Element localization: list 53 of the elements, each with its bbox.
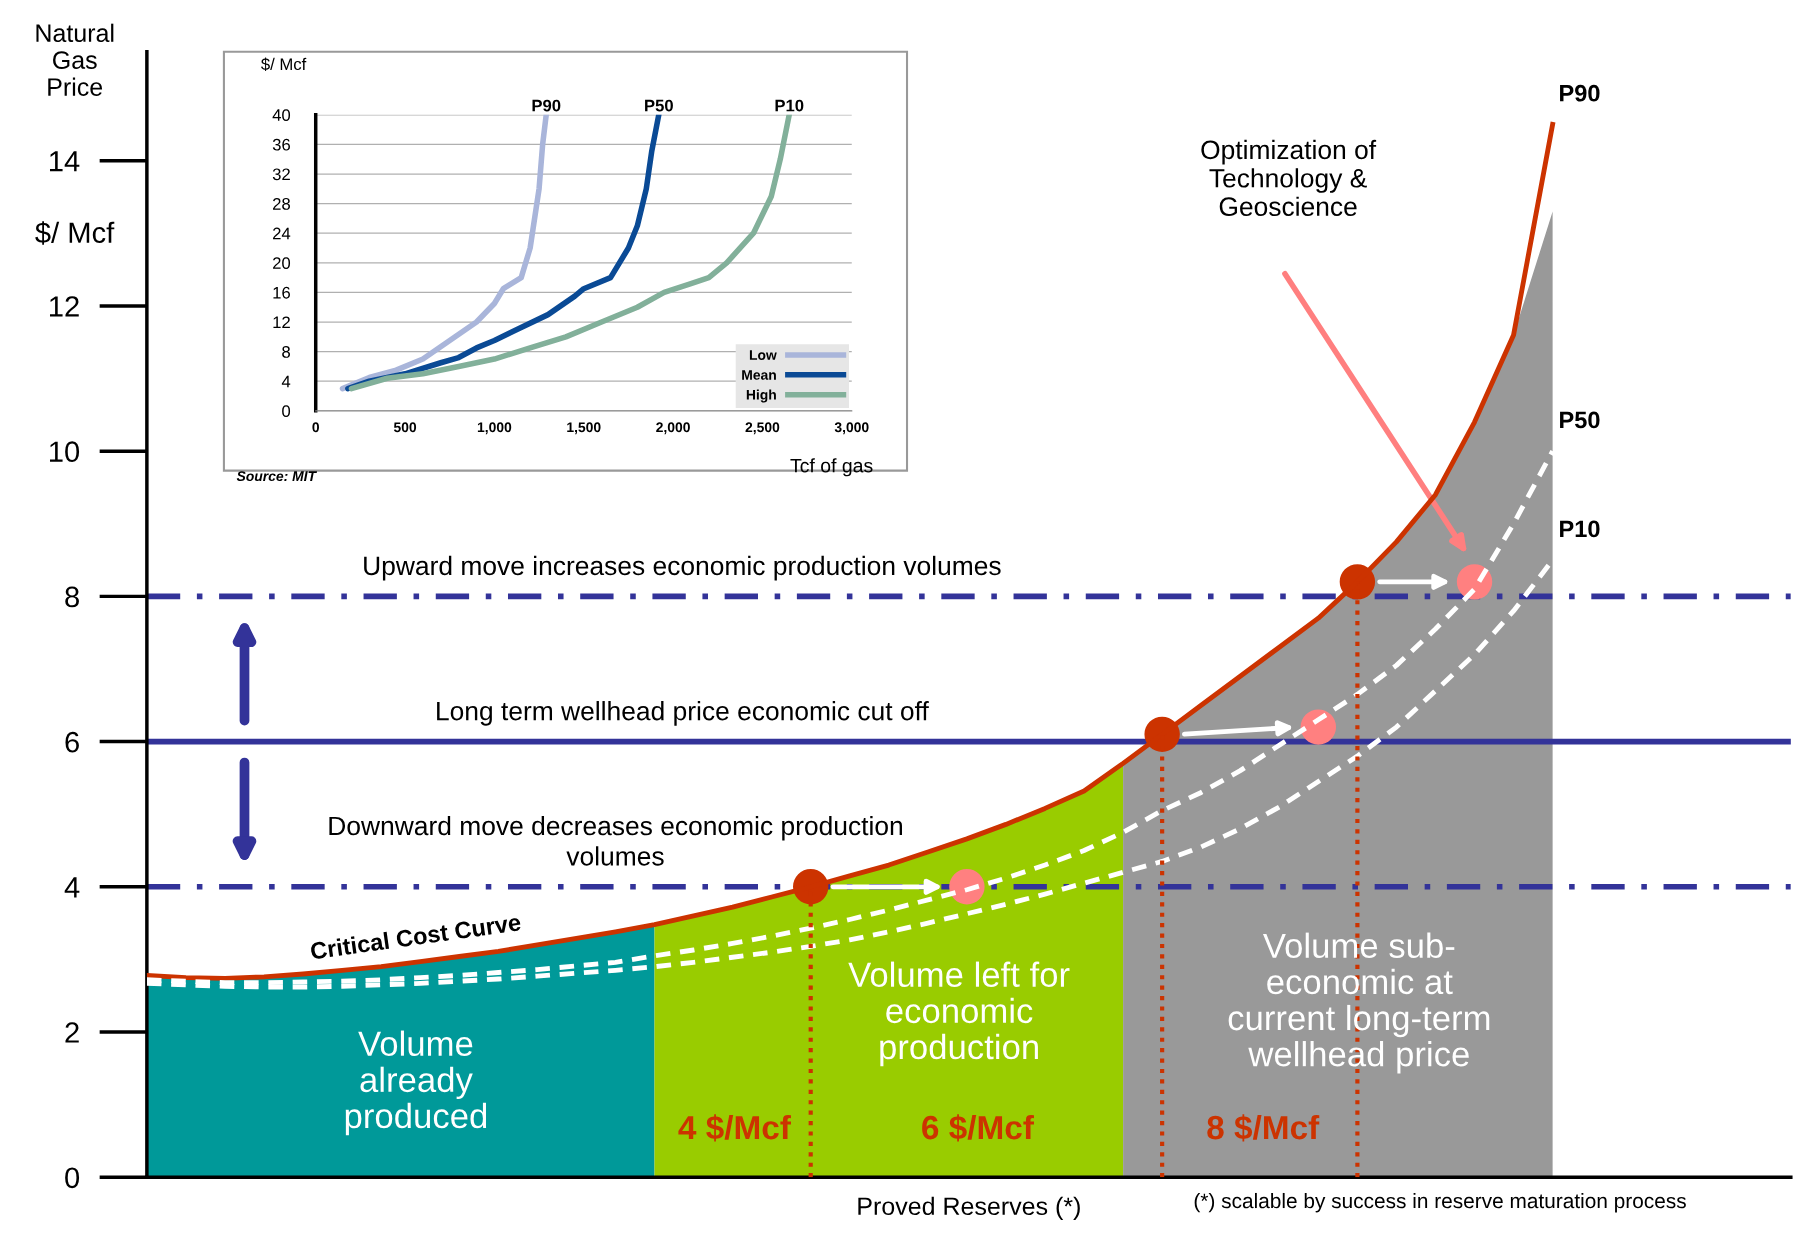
text: (*) scalable by success in reserve maturation process [1194, 1192, 1686, 1213]
x-tick-label: 0 [312, 422, 320, 433]
annotation: P10 [775, 99, 804, 112]
y-tick-label: 40 [272, 109, 291, 121]
y-axis-title: $/ Mcf [261, 57, 307, 72]
x-tick-label: 2,500 [745, 422, 780, 435]
series-label: P50 [1560, 411, 1600, 429]
y-tick-label: 8 [282, 346, 290, 358]
y-tick-label: 28 [273, 198, 290, 210]
annotation: Optimization of Technology & Geoscience [1201, 139, 1377, 217]
series-label: P90 [1560, 84, 1600, 102]
series-label: Volume left for economic production [848, 961, 1070, 1067]
annotation: 4 $/Mcf [678, 1114, 791, 1142]
x-axis-title: Proved Reserves (*) [858, 1196, 1080, 1221]
y-tick-label: 4 [281, 375, 291, 388]
legend-label: High [746, 389, 776, 403]
series-label: Volume sub- economic at current long-term wellhead price [1228, 932, 1490, 1074]
y-tick-label: 36 [272, 138, 290, 151]
y-tick-label: 6 [65, 731, 79, 753]
y-axis-title: $/ Mcf [35, 221, 115, 245]
annotation: 6 $/Mcf [922, 1114, 1034, 1142]
annotation: Source: MIT [236, 471, 318, 482]
x-tick-label: 2,000 [656, 422, 690, 435]
y-tick-label: 20 [273, 257, 291, 270]
text: Natural Gas Price [36, 23, 114, 96]
annotation: P50 [645, 99, 673, 112]
x-axis-title: Tcf of gas [790, 458, 873, 477]
y-tick-label: 0 [65, 1167, 80, 1189]
x-tick-label: 500 [393, 422, 417, 433]
ref-line-label: Upward move increases economic production volumes [364, 555, 1001, 581]
annotation: 8 $/Mcf [1207, 1114, 1320, 1142]
y-tick-label: 32 [272, 168, 290, 181]
y-tick-label: 14 [50, 151, 80, 172]
legend-label: Low [749, 350, 777, 360]
x-tick-label: 1,500 [567, 422, 601, 435]
y-tick-label: 8 [65, 586, 79, 608]
x-tick-label: 1,000 [477, 422, 512, 435]
ref-line-label: Downward move decreases economic production volumes [329, 815, 902, 866]
series-label: Volume already produced [345, 1030, 487, 1136]
ref-line-label: Long term wellhead price economic cut off [437, 701, 929, 726]
annotation: P90 [532, 99, 561, 112]
y-tick-label: 0 [282, 405, 291, 418]
y-tick-label: 2 [65, 1022, 79, 1043]
y-tick-label: 4 [64, 877, 80, 898]
y-tick-label: 24 [273, 227, 291, 240]
y-tick-label: 12 [273, 316, 290, 329]
y-tick-label: 16 [273, 286, 290, 299]
x-tick-label: 3,000 [834, 422, 869, 435]
legend-label: Mean [742, 370, 776, 380]
series-label: P10 [1560, 520, 1600, 538]
annotation: Critical Cost Curve [309, 913, 522, 960]
y-tick-label: 12 [50, 296, 79, 317]
y-tick-label: 10 [50, 441, 80, 463]
